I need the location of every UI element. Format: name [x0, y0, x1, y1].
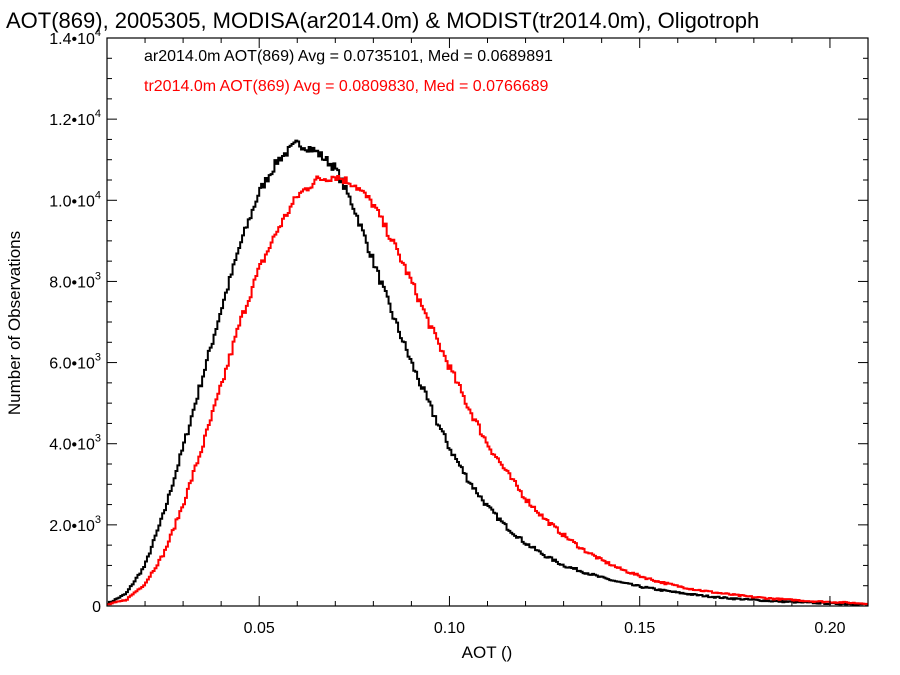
x-tick-label: 0.05: [244, 620, 275, 637]
x-tick-label: 0.15: [624, 620, 655, 637]
chart-title: AOT(869), 2005305, MODISA(ar2014.0m) & M…: [6, 8, 759, 33]
y-tick-label: 0: [92, 599, 101, 616]
y-tick-label: 4.0•103: [49, 433, 101, 454]
y-axis-ticks: 0 2.0•103 4.0•103 6.0•103 8.0•103 1.0•104 1.2•…: [49, 27, 868, 616]
legend-entry-2: tr2014.0m AOT(869) Avg = 0.0809830, Med …: [144, 78, 549, 95]
legend: ar2014.0m AOT(869) Avg = 0.0735101, Med …: [144, 48, 553, 95]
series-line-2: [107, 174, 868, 606]
series-group: [107, 139, 868, 606]
y-tick-label: 2.0•103: [49, 514, 101, 535]
series-line-1: [107, 139, 868, 606]
x-tick-label: 0.20: [814, 620, 845, 637]
legend-entry-1: ar2014.0m AOT(869) Avg = 0.0735101, Med …: [144, 48, 553, 65]
y-axis-label: Number of Observations: [5, 231, 24, 415]
y-tick-label: 1.0•104: [49, 189, 101, 210]
plot-frame: [106, 37, 869, 607]
plot-border: [106, 37, 869, 607]
y-tick-label: 6.0•103: [49, 352, 101, 373]
x-axis-label: AOT (): [462, 643, 513, 662]
x-axis-ticks: 0.05 0.10 0.15 0.20: [106, 38, 869, 637]
y-tick-label: 8.0•103: [49, 270, 101, 291]
x-tick-label: 0.10: [434, 620, 465, 637]
y-tick-label: 1.4•104: [49, 27, 101, 48]
y-tick-label: 1.2•104: [49, 108, 101, 129]
